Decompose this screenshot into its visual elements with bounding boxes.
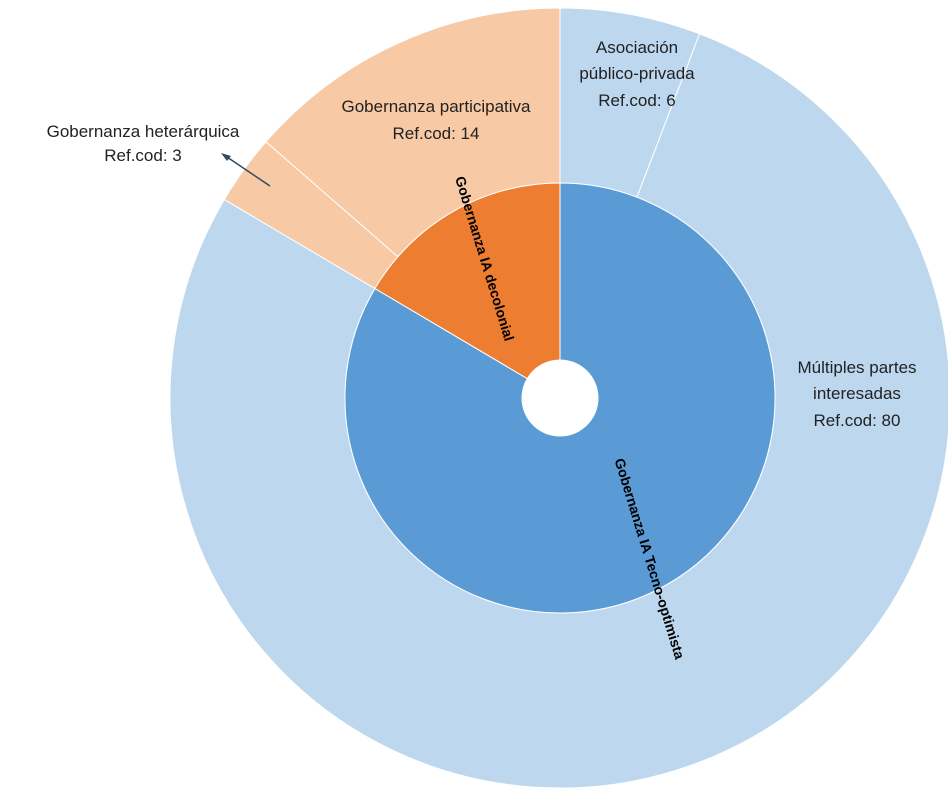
value-gobernanza-heterarquica: Ref.cod: 3 <box>104 146 182 165</box>
segments-layer <box>169 7 948 789</box>
value-asociacion: Ref.cod: 6 <box>598 91 676 110</box>
heterarquica-arrow-head <box>221 153 231 161</box>
label-multiples-line2: interesadas <box>813 384 901 403</box>
label-asociacion-line2: público-privada <box>579 64 695 83</box>
center-hole <box>522 360 598 436</box>
value-multiples: Ref.cod: 80 <box>814 411 901 430</box>
value-gobernanza-participativa: Ref.cod: 14 <box>393 124 480 143</box>
heterarquica-leader-line <box>223 154 271 187</box>
label-asociacion-line1: Asociación <box>596 38 678 57</box>
label-gobernanza-heterarquica: Gobernanza heterárquica <box>47 122 240 141</box>
label-gobernanza-participativa: Gobernanza participativa <box>341 97 531 116</box>
label-multiples-line1: Múltiples partes <box>797 358 916 377</box>
